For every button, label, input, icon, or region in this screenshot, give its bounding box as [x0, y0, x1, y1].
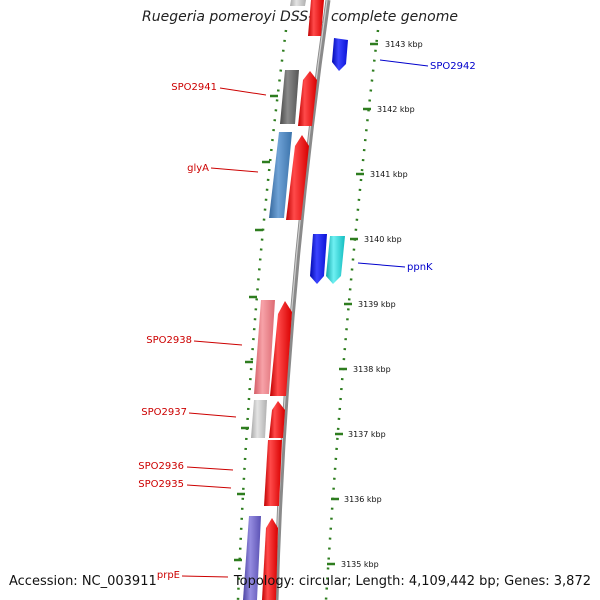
gene-prpe-cds [262, 518, 278, 600]
gene-spo2938-cds [270, 301, 292, 396]
gene-top-red [308, 0, 324, 36]
backbone-ring [273, 0, 331, 600]
map-title: Ruegeria pomeroyi DSS-3, complete genome [142, 9, 458, 25]
gene-label-spo2941: SPO2941 [171, 82, 217, 93]
outer-dotted-ring [324, 29, 380, 600]
gene-spo2941-cds [298, 71, 317, 126]
gene-spo2937-cds [269, 401, 285, 438]
leader-line [188, 412, 237, 418]
gene-spo2941 [280, 70, 299, 124]
gene-spo2937 [251, 400, 267, 438]
gene-label-spo2942: SPO2942 [430, 61, 476, 72]
tick-marks-inner [234, 94, 278, 562]
tick-label: 3143 kbp [385, 40, 423, 49]
tick-label: 3136 kbp [344, 495, 382, 504]
leader-line [186, 466, 234, 471]
gene-glya [269, 132, 292, 218]
tick-label: 3139 kbp [358, 300, 396, 309]
tick-label: 3142 kbp [377, 105, 415, 114]
gene-label-glya: glyA [187, 163, 209, 174]
gene-label-spo2935: SPO2935 [138, 479, 184, 490]
leader-line [219, 87, 267, 96]
gene-spo2942 [332, 38, 348, 71]
leader-line [210, 167, 259, 173]
gene-glya-cds [286, 135, 309, 220]
accession-text: Accession: NC_003911 [9, 574, 157, 589]
gene-label-spo2938: SPO2938 [146, 335, 192, 346]
tick-label: 3135 kbp [341, 560, 379, 569]
backbone-highlight [274, 0, 328, 600]
leader-line [193, 340, 243, 346]
leader-line [357, 262, 406, 268]
leader-line [181, 575, 229, 578]
tick-label: 3140 kbp [364, 235, 402, 244]
tick-label: 3137 kbp [348, 430, 386, 439]
tick-label: 3138 kbp [353, 365, 391, 374]
gene-top-inner-grey [290, 0, 306, 6]
leader-line [186, 484, 232, 489]
gene-label-spo2936: SPO2936 [138, 461, 184, 472]
gene-spo2936-cds [264, 440, 282, 506]
gene-ppnk [326, 236, 345, 284]
gene-label-prpe: prpE [157, 570, 180, 581]
tick-marks-outer [327, 42, 378, 566]
leader-line [379, 59, 429, 67]
tick-label: 3141 kbp [370, 170, 408, 179]
gene-label-spo2937: SPO2937 [141, 407, 187, 418]
gene-spo2938 [254, 300, 275, 394]
gene-ppnk-left [310, 234, 327, 284]
gene-label-ppnk: ppnK [407, 262, 433, 273]
genome-summary-text: Topology: circular; Length: 4,109,442 bp… [233, 574, 591, 589]
gene-prpe [243, 516, 261, 600]
